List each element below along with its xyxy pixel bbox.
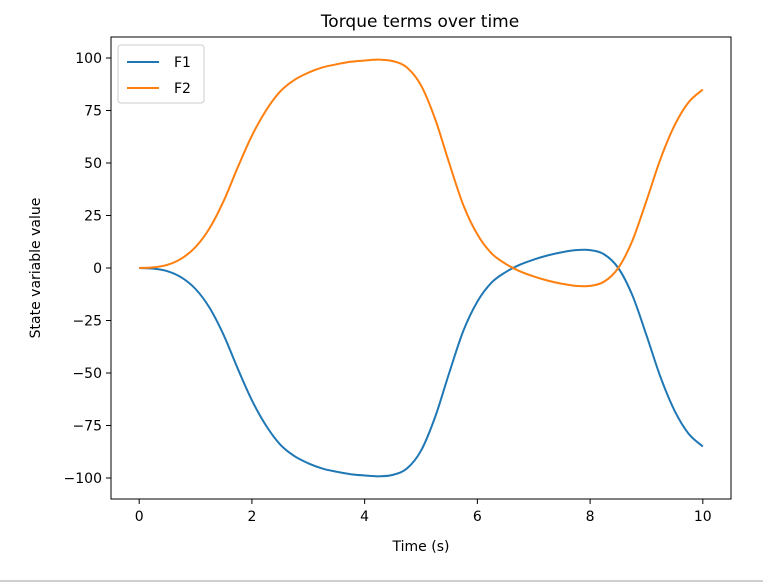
x-tick-label: 2	[247, 509, 256, 525]
plot-area	[110, 36, 732, 500]
series-layer	[139, 58, 704, 478]
y-tick-label: 50	[84, 156, 102, 172]
y-tick-label: 0	[93, 261, 102, 277]
x-axis-label: Time (s)	[392, 539, 450, 555]
legend-label-f1: F1	[174, 55, 191, 71]
y-tick-label: −100	[64, 471, 102, 487]
legend-label-f2: F2	[174, 81, 191, 97]
y-tick-label: 75	[84, 104, 102, 120]
y-tick-label: −25	[72, 314, 102, 330]
y-axis: 100 75 50 25 0 −25 −50 −75 −100	[64, 51, 111, 487]
y-tick-label: 100	[75, 51, 102, 67]
y-tick-label: −50	[72, 366, 102, 382]
x-tick-label: 4	[360, 509, 369, 525]
x-axis: 0 2 4 6 8 10	[135, 499, 712, 525]
legend: F1 F2	[117, 44, 205, 104]
x-tick-label: 6	[473, 509, 482, 525]
x-tick-label: 8	[586, 509, 595, 525]
y-tick-label: −75	[72, 419, 102, 435]
chart-title: Torque terms over time	[320, 12, 519, 32]
plot-frame	[110, 36, 732, 500]
x-tick-label: 0	[135, 509, 144, 525]
legend-box	[117, 44, 205, 104]
window-bottom-border	[0, 580, 763, 582]
series-line-f1	[139, 248, 704, 478]
y-tick-label: 25	[84, 209, 102, 225]
series-line-f2	[139, 58, 704, 288]
y-axis-label: State variable value	[28, 198, 44, 339]
x-tick-label: 10	[694, 509, 712, 525]
